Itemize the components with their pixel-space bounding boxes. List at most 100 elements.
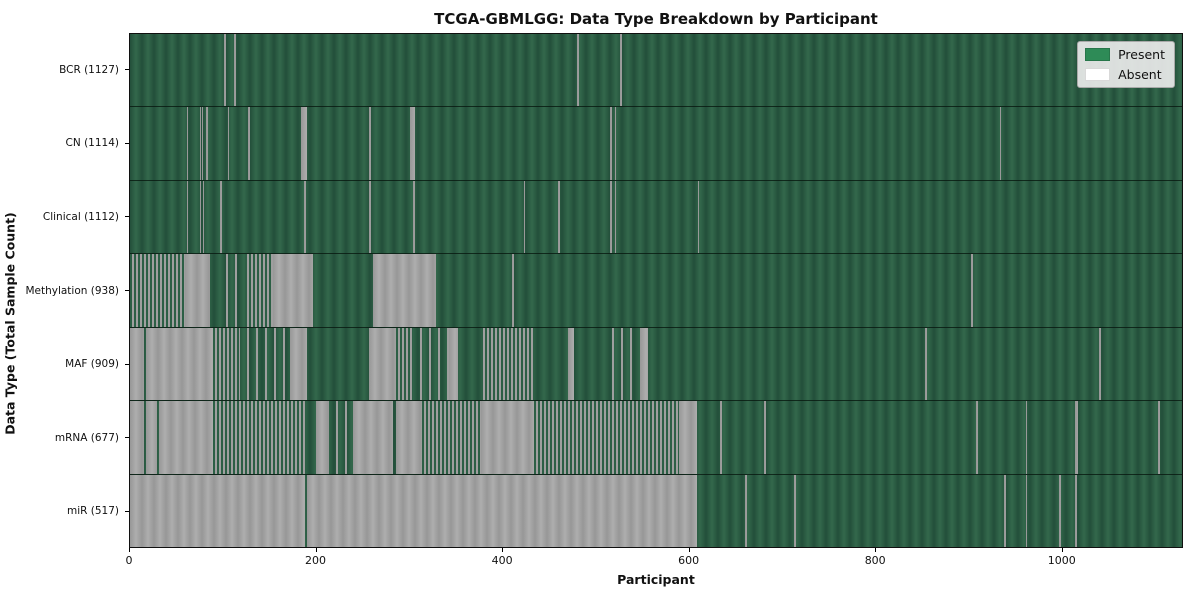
x-tick-label: 800 (864, 554, 886, 567)
absent-segment (1099, 327, 1101, 401)
legend-entry-present: Present (1085, 47, 1165, 62)
y-tick-label-BCR: BCR (1127) (59, 63, 119, 76)
y-tick-mark (125, 216, 129, 218)
x-tick-label: 1000 (1047, 554, 1076, 567)
absent-segment (480, 401, 535, 474)
absent-segment (1059, 474, 1061, 547)
absent-segment (1157, 401, 1160, 474)
absent-segment (130, 327, 144, 401)
absent-segment (202, 180, 204, 254)
absent-segment (720, 401, 723, 474)
absent-segment (925, 327, 927, 401)
absent-segment (290, 327, 307, 401)
absent-segment (306, 474, 697, 547)
legend-present-swatch (1085, 48, 1111, 61)
absent-segment (304, 180, 306, 254)
absent-segment (1074, 474, 1077, 547)
absent-segment (248, 107, 250, 180)
absent-segment (145, 401, 157, 474)
x-tick-label: 600 (678, 554, 700, 567)
absent-segment (413, 327, 450, 401)
legend-present-label: Present (1118, 47, 1165, 62)
absent-segment (558, 180, 560, 254)
absent-segment (369, 180, 372, 254)
absent-segment (130, 474, 306, 547)
absent-segment (1074, 401, 1078, 474)
absent-segment (186, 107, 189, 180)
x-tick-mark (1061, 548, 1063, 552)
y-tick-mark (125, 142, 129, 144)
absent-segment (610, 107, 612, 180)
absent-segment (372, 254, 437, 327)
absent-segment (523, 180, 526, 254)
legend-absent-swatch (1085, 68, 1111, 81)
absent-segment (212, 327, 240, 401)
row-band-mRNA (130, 400, 1182, 474)
chart-title: TCGA-GBMLGG: Data Type Breakdown by Part… (434, 10, 878, 28)
absent-segment (273, 254, 314, 327)
absent-segment (615, 107, 617, 180)
y-tick-mark (125, 69, 129, 71)
absent-segment (206, 107, 208, 180)
absent-segment (224, 34, 226, 107)
absent-segment (610, 180, 613, 254)
absent-segment (745, 474, 748, 547)
x-tick-mark (688, 548, 690, 552)
row-band-miR (130, 473, 1182, 547)
row-band-CN (130, 106, 1182, 180)
absent-segment (697, 180, 700, 254)
y-tick-label-Clinical: Clinical (1112) (42, 210, 119, 223)
x-tick-mark (502, 548, 504, 552)
absent-segment (763, 401, 766, 474)
absent-segment (480, 327, 535, 401)
absent-segment (158, 401, 213, 474)
absent-segment (234, 34, 237, 107)
x-tick-mark (129, 548, 130, 552)
absent-segment (534, 401, 680, 474)
absent-segment (212, 401, 307, 474)
absent-segment (329, 401, 353, 474)
absent-segment (352, 401, 393, 474)
absent-segment (396, 327, 413, 401)
absent-segment (576, 34, 579, 107)
absent-segment (184, 254, 211, 327)
plot-area: Present Absent (129, 33, 1183, 548)
y-tick-label-CN: CN (1114) (65, 137, 119, 150)
absent-segment (410, 107, 415, 180)
absent-segment (999, 107, 1002, 180)
y-axis: Data Type (Total Sample Count) BCR (1127… (0, 33, 129, 548)
y-tick-mark (125, 510, 129, 512)
absent-segment (640, 327, 648, 401)
absent-segment (130, 401, 144, 474)
absent-segment (369, 107, 371, 180)
y-axis-label: Data Type (Total Sample Count) (2, 212, 18, 435)
absent-segment (970, 254, 973, 327)
absent-segment (130, 254, 185, 327)
absent-segment (220, 180, 222, 254)
absent-segment (199, 107, 202, 180)
row-band-Clinical (130, 179, 1182, 254)
y-tick-label-miR: miR (517) (66, 505, 119, 518)
y-tick-mark (125, 290, 129, 291)
absent-segment (145, 327, 213, 401)
absent-segment (422, 401, 481, 474)
absent-segment (244, 254, 274, 327)
absent-segment (976, 401, 979, 474)
x-tick-label: 0 (125, 554, 133, 567)
absent-segment (679, 401, 697, 474)
y-tick-label-mRNA: mRNA (677) (54, 431, 119, 444)
absent-segment (1004, 474, 1007, 547)
row-band-Methylation (130, 253, 1182, 327)
x-tick-mark (875, 548, 877, 552)
absent-segment (396, 401, 423, 474)
absent-segment (301, 107, 307, 180)
absent-segment (369, 327, 397, 401)
legend-entry-absent: Absent (1085, 67, 1165, 82)
x-axis: 0 200 400 600 800 1000 (125, 548, 1183, 578)
absent-segment (201, 107, 204, 180)
row-band-BCR (130, 34, 1182, 107)
absent-segment (1025, 401, 1028, 474)
row-band-MAF (130, 326, 1182, 401)
y-tick-mark (125, 363, 129, 365)
